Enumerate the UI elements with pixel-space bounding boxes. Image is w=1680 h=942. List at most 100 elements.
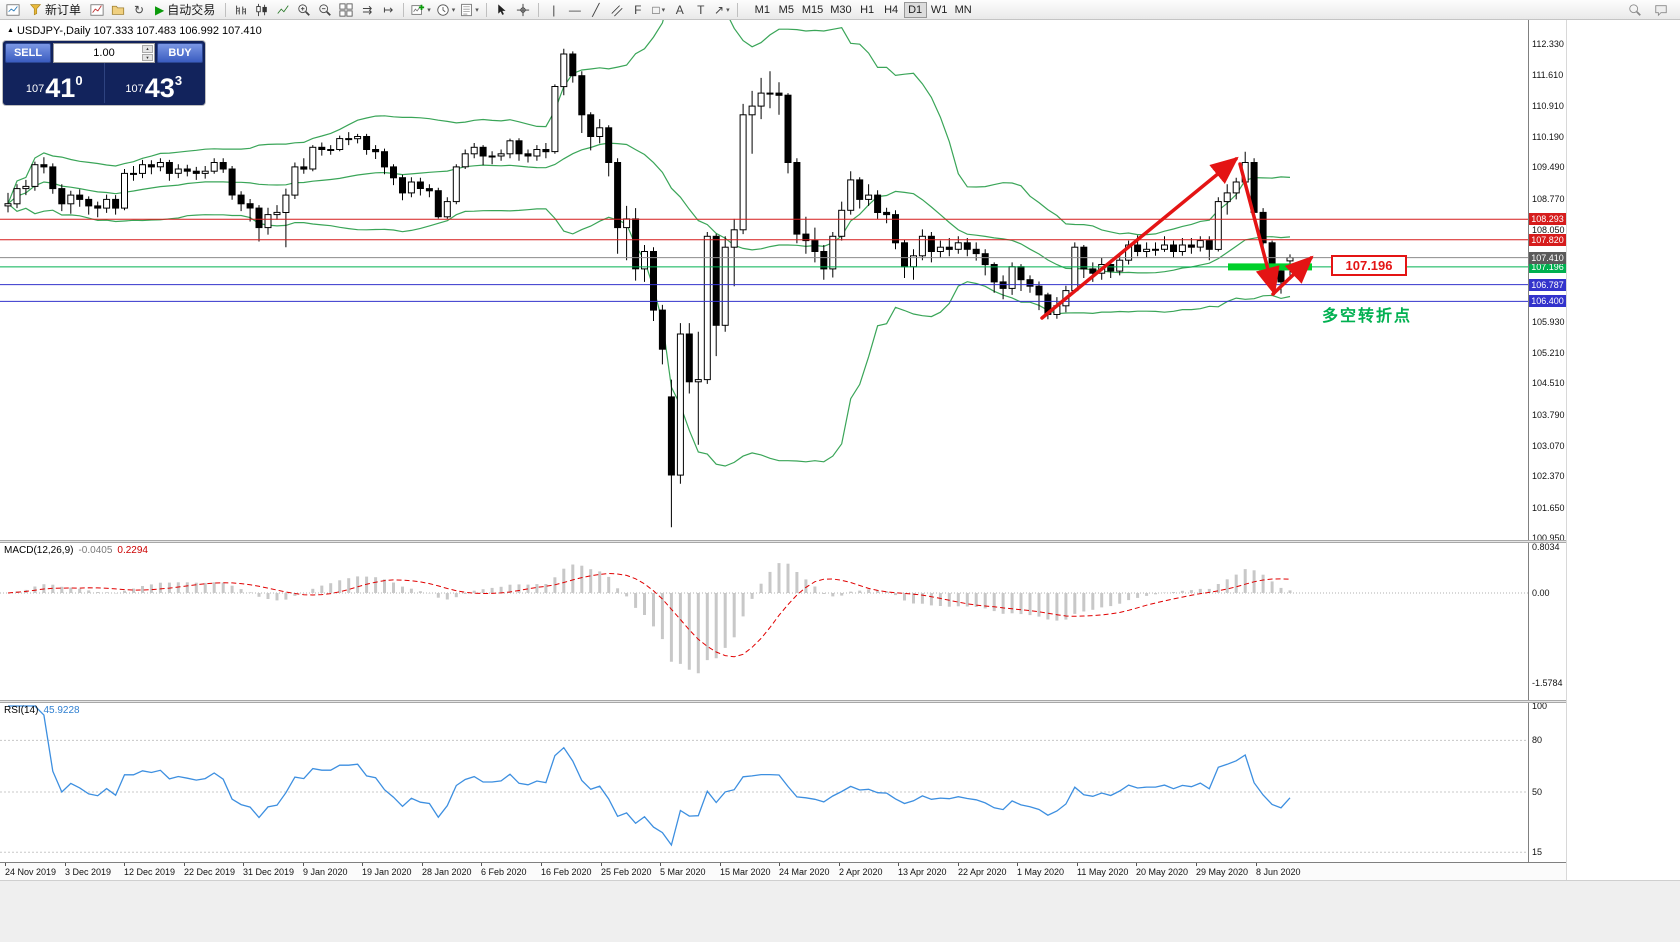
sell-button[interactable]: SELL xyxy=(5,43,51,63)
candlesticks xyxy=(4,53,1294,476)
play-icon: ▶ xyxy=(155,2,165,17)
add-indicator-icon xyxy=(411,4,425,15)
timeframe-button-mn[interactable]: MN xyxy=(954,3,972,16)
volume-input[interactable]: 1.00 ▲ ▼ xyxy=(53,43,155,63)
chart-window xyxy=(0,20,1566,862)
cursor-tool-button[interactable] xyxy=(492,1,512,19)
trend-arrow-up[interactable] xyxy=(1040,156,1239,320)
trend-arrow-rebound[interactable] xyxy=(1271,255,1314,296)
time-axis-label: 28 Jan 2020 xyxy=(422,867,472,877)
time-axis-tick xyxy=(601,863,602,866)
volume-up-icon[interactable]: ▲ xyxy=(142,45,153,53)
toolbar-separator xyxy=(485,2,487,17)
time-axis-label: 2 Apr 2020 xyxy=(839,867,883,877)
mini-chart-icon xyxy=(6,3,20,16)
new-order-button[interactable]: 新订单 xyxy=(24,1,86,19)
buy-price-display[interactable]: 107 43 3 xyxy=(103,63,204,103)
price-axis-label-108.050: 108.050 xyxy=(1532,225,1565,235)
volume-down-icon[interactable]: ▼ xyxy=(142,53,153,61)
indicator-chart-icon xyxy=(90,3,104,16)
time-axis-label: 22 Dec 2019 xyxy=(184,867,236,877)
time-axis-tick xyxy=(541,863,542,866)
fibonacci-tool-button[interactable]: F xyxy=(628,1,648,19)
time-axis-label: 8 Jun 2020 xyxy=(1256,867,1301,877)
buy-button[interactable]: BUY xyxy=(157,43,203,63)
search-button[interactable] xyxy=(1625,1,1645,19)
rsi-line xyxy=(8,705,1291,847)
indicators-list-button[interactable] xyxy=(87,1,107,19)
time-axis-label: 6 Feb 2020 xyxy=(481,867,527,877)
timeframe-button-h1[interactable]: H1 xyxy=(860,3,875,16)
time-axis[interactable]: 24 Nov 2019 3 Dec 2019 12 Dec 2019 22 Dec 2… xyxy=(0,862,1566,880)
timeframe-button-m1[interactable]: M1 xyxy=(754,3,770,16)
trend-reversal-annotation[interactable]: 多空转折点 xyxy=(1322,306,1413,325)
community-chat-button[interactable] xyxy=(1651,1,1671,19)
timeframe-button-m30[interactable]: M30 xyxy=(830,3,852,16)
time-axis-label: 22 Apr 2020 xyxy=(958,867,1007,877)
sell-price-main: 41 xyxy=(45,73,76,103)
price-axis-label-105.930: 105.930 xyxy=(1532,317,1565,327)
time-axis-label: 1 May 2020 xyxy=(1017,867,1065,877)
rsi-value: 45.9228 xyxy=(43,705,80,716)
text-tool-button[interactable]: A xyxy=(670,1,690,19)
timeframe-button-d1[interactable]: D1 xyxy=(903,1,927,18)
text-label-tool-button[interactable]: T xyxy=(691,1,711,19)
shapes-tool-button[interactable]: □ ▾ xyxy=(649,1,669,19)
crosshair-tool-button[interactable] xyxy=(513,1,533,19)
panel-splitter-rsi[interactable] xyxy=(0,700,1566,703)
refresh-button[interactable]: ↻ xyxy=(129,1,149,19)
autotrading-button[interactable]: ▶ 自动交易 xyxy=(150,1,220,19)
timeframe-button-m5[interactable]: M5 xyxy=(778,3,794,16)
toolbar-separator xyxy=(225,2,227,17)
chart-canvas[interactable] xyxy=(0,20,1566,862)
periods-button[interactable]: ▾ xyxy=(434,1,458,19)
zoom-out-button[interactable] xyxy=(315,1,335,19)
macd-axis-label--1.5784: -1.5784 xyxy=(1532,678,1563,688)
time-axis-tick xyxy=(660,863,661,866)
volume-stepper[interactable]: ▲ ▼ xyxy=(142,45,153,61)
toolbar-separator xyxy=(537,2,539,17)
price-axis[interactable]: 112.330 111.610 110.910 110.190 109.490 108.7… xyxy=(1528,20,1566,862)
time-axis-label: 25 Feb 2020 xyxy=(601,867,652,877)
new-chart-window-button[interactable] xyxy=(3,1,23,19)
price-tag-107.820: 107.820 xyxy=(1529,234,1566,246)
panel-splitter-macd[interactable] xyxy=(0,540,1566,543)
horizontal-line-tool-button[interactable]: — xyxy=(565,1,585,19)
sell-price-display[interactable]: 107 41 0 xyxy=(5,63,104,103)
templates-button[interactable]: ▾ xyxy=(458,1,481,19)
time-axis-tick xyxy=(303,863,304,866)
symbol-name: USDJPY-,Daily xyxy=(16,25,91,37)
price-callout-label[interactable]: 107.196 xyxy=(1331,255,1407,276)
trendline-tool-button[interactable]: ╱ xyxy=(586,1,606,19)
price-tag-107.196: 107.196 xyxy=(1529,261,1566,273)
zoom-in-button[interactable] xyxy=(294,1,314,19)
channel-tool-button[interactable] xyxy=(607,1,627,19)
volume-value: 1.00 xyxy=(93,47,115,59)
time-axis-tick xyxy=(1196,863,1197,866)
price-axis-label-105.210: 105.210 xyxy=(1532,348,1565,358)
timeframe-button-w1[interactable]: W1 xyxy=(930,3,948,16)
macd-axis-label-0.00: 0.00 xyxy=(1532,588,1550,598)
tile-windows-button[interactable] xyxy=(336,1,356,19)
bar-chart-button[interactable] xyxy=(231,1,251,19)
trend-arrow-down[interactable] xyxy=(1238,162,1280,296)
timeframe-button-h4[interactable]: H4 xyxy=(884,3,899,16)
text-icon: A xyxy=(675,2,684,17)
candlestick-chart-button[interactable] xyxy=(252,1,272,19)
macd-signal-value: 0.2294 xyxy=(117,545,148,556)
chart-shift-button[interactable]: ↦ xyxy=(378,1,398,19)
profiles-button[interactable] xyxy=(108,1,128,19)
time-axis-tick xyxy=(1077,863,1078,866)
line-chart-icon xyxy=(277,4,289,14)
arrows-tool-button[interactable]: ↗ ▾ xyxy=(712,1,732,19)
add-indicator-button[interactable]: ▾ xyxy=(409,1,433,19)
vertical-line-tool-button[interactable]: | xyxy=(544,1,564,19)
time-axis-tick xyxy=(243,863,244,866)
autoscroll-button[interactable]: ⇉ xyxy=(357,1,377,19)
line-chart-button[interactable] xyxy=(273,1,293,19)
time-axis-label: 11 May 2020 xyxy=(1077,867,1129,877)
timeframe-button-m15[interactable]: M15 xyxy=(801,3,824,16)
time-axis-label: 12 Dec 2019 xyxy=(124,867,176,877)
price-tag-107.410: 107.410 xyxy=(1529,252,1566,264)
rsi-axis-label-50: 50 xyxy=(1532,787,1543,797)
